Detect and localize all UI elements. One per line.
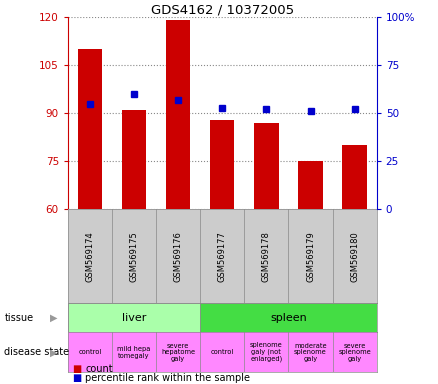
Text: count: count [85,364,113,374]
Text: moderate
splenome
galy: moderate splenome galy [294,343,327,362]
Text: mild hepa
tomegaly: mild hepa tomegaly [117,346,151,359]
Bar [343,145,367,209]
Text: severe
hepatome
galy: severe hepatome galy [161,343,195,362]
Text: GSM569179: GSM569179 [306,231,315,282]
Bar [200,303,377,332]
Text: percentile rank within the sample: percentile rank within the sample [85,373,251,383]
Text: liver: liver [122,313,146,323]
Text: GSM569180: GSM569180 [350,231,359,282]
Text: control: control [211,349,234,355]
Text: GSM569178: GSM569178 [262,231,271,282]
Bar [68,303,200,332]
Text: GSM569174: GSM569174 [85,231,95,282]
Text: severe
splenome
galy: severe splenome galy [338,343,371,362]
Text: spleen: spleen [270,313,307,323]
Text: tissue: tissue [4,313,33,323]
Text: ■: ■ [72,364,81,374]
Text: control: control [78,349,102,355]
Text: GSM569175: GSM569175 [130,231,138,282]
Text: disease state: disease state [4,347,70,358]
Text: GSM569177: GSM569177 [218,231,227,282]
Bar [298,161,323,209]
Text: GSM569176: GSM569176 [174,231,183,282]
Bar [122,110,146,209]
Text: ▶: ▶ [50,347,58,358]
Bar [78,49,102,209]
Text: ▶: ▶ [50,313,58,323]
Bar [210,120,234,209]
Text: splenome
galy (not
enlarged): splenome galy (not enlarged) [250,342,283,362]
Bar [166,20,190,209]
Text: ■: ■ [72,373,81,383]
Title: GDS4162 / 10372005: GDS4162 / 10372005 [151,3,294,16]
Bar [254,123,279,209]
